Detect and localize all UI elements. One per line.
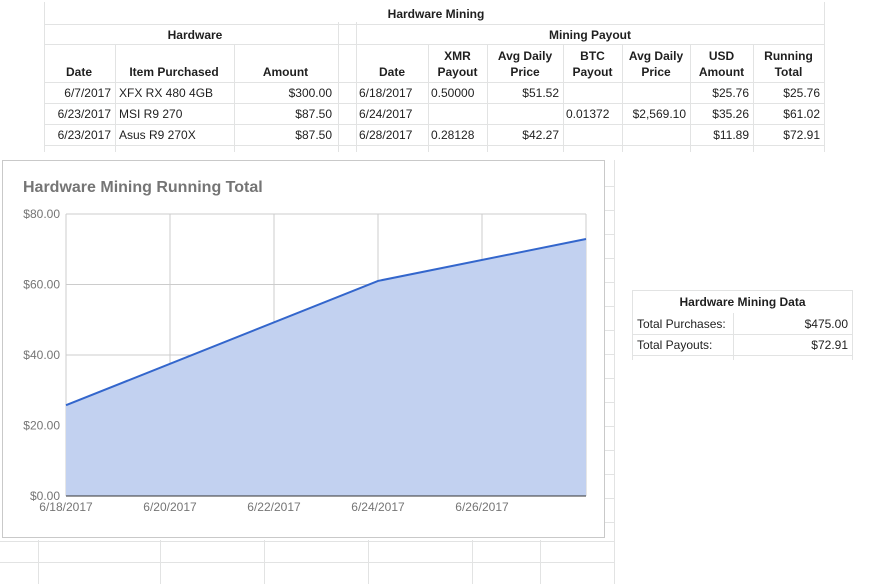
x-tick-label: 6/20/2017 xyxy=(143,500,197,514)
payout-column-header-line1: USD xyxy=(708,49,735,63)
payout-column-header-line1: Avg Daily xyxy=(497,49,553,63)
hardware-cell: MSI R9 270 xyxy=(119,107,183,121)
payout-cell: $11.89 xyxy=(713,128,749,142)
hardware-column-header: Item Purchased xyxy=(129,65,219,79)
hardware-cell: $87.50 xyxy=(295,107,332,121)
payout-column-header-line1: Avg Daily xyxy=(628,49,684,63)
hardware-cell: XFX RX 480 4GB xyxy=(119,86,214,100)
x-tick-label: 6/22/2017 xyxy=(247,500,301,514)
hardware-cell: $300.00 xyxy=(288,86,332,100)
chart-title: Hardware Mining Running Total xyxy=(23,179,263,196)
payout-cell: $61.02 xyxy=(783,107,820,121)
summary-purchases-value: $475.00 xyxy=(804,317,848,331)
payout-cell: 6/24/2017 xyxy=(359,107,413,121)
payout-column-header-line1: XMR xyxy=(444,49,471,63)
sheet-title: Hardware Mining xyxy=(387,7,485,21)
summary-payouts-label: Total Payouts: xyxy=(637,338,713,352)
payout-column-header-line2: Payout xyxy=(437,65,478,79)
hardware-cell: 6/23/2017 xyxy=(57,107,111,121)
payout-cell: $25.76 xyxy=(712,86,749,100)
x-tick-label: 6/24/2017 xyxy=(351,500,405,514)
summary-purchases-label: Total Purchases: xyxy=(637,317,726,331)
payout-cell: $51.52 xyxy=(522,86,559,100)
y-tick-label: $80.00 xyxy=(23,207,60,221)
payout-column-header-line2: Total xyxy=(774,65,803,79)
payout-column-header-line2: Price xyxy=(641,65,671,79)
y-tick-label: $20.00 xyxy=(23,419,60,433)
payout-cell: $2,569.10 xyxy=(632,107,686,121)
summary-payouts-value: $72.91 xyxy=(811,338,848,352)
area-fill xyxy=(66,238,586,496)
hardware-section-header: Hardware xyxy=(167,28,223,42)
y-tick-label: $0.00 xyxy=(30,489,60,503)
payout-column-header-line1: Running xyxy=(764,49,813,63)
payout-cell: $25.76 xyxy=(783,86,820,100)
payout-cell: 6/18/2017 xyxy=(359,86,413,100)
payout-cell: 6/28/2017 xyxy=(359,128,413,142)
hardware-cell: 6/23/2017 xyxy=(57,128,111,142)
chart-plot: $0.00 $20.00 $40.00 $60.00 $80.00 6/18/2017 6/… xyxy=(23,207,587,514)
y-tick-label: $40.00 xyxy=(23,348,60,362)
y-tick-label: $60.00 xyxy=(23,278,60,292)
payout-section-header: Mining Payout xyxy=(549,28,631,42)
payout-column-header-line2: Date xyxy=(378,65,405,79)
payout-cell: 0.50000 xyxy=(431,86,475,100)
x-tick-label: 6/26/2017 xyxy=(455,500,509,514)
hardware-column-header: Amount xyxy=(262,65,309,79)
payout-cell: 0.28128 xyxy=(431,128,475,142)
x-tick-label: 6/18/2017 xyxy=(39,500,93,514)
running-total-chart[interactable]: Hardware Mining Running Total $0.00 $20.0… xyxy=(2,160,605,538)
payout-column-header-line2: Price xyxy=(510,65,540,79)
payout-cell: $35.26 xyxy=(712,107,749,121)
hardware-column-header: Date xyxy=(65,65,92,79)
payout-cell: $42.27 xyxy=(522,128,559,142)
payout-column-header-line2: Payout xyxy=(572,65,613,79)
payout-cell: 0.01372 xyxy=(566,107,610,121)
hardware-cell: $87.50 xyxy=(295,128,332,142)
summary-title: Hardware Mining Data xyxy=(679,295,806,309)
payout-column-header-line1: BTC xyxy=(580,49,605,63)
hardware-cell: Asus R9 270X xyxy=(119,128,196,142)
series-line xyxy=(65,238,587,407)
payout-column-header-line2: Amount xyxy=(698,65,745,79)
payout-cell: $72.91 xyxy=(783,128,820,142)
hardware-cell: 6/7/2017 xyxy=(64,86,111,100)
